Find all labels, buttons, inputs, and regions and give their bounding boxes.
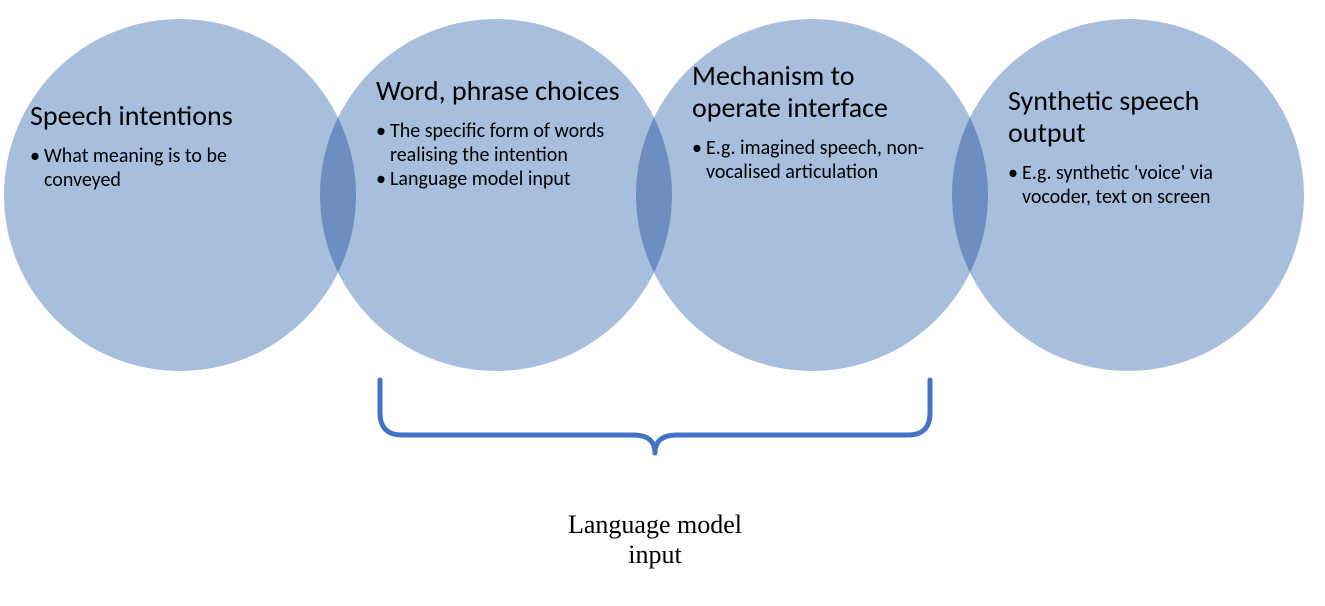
bullet: Language model input: [376, 167, 626, 191]
bullet: E.g. imagined speech, non-vocalised arti…: [692, 136, 927, 184]
caption-line2: input: [628, 540, 681, 569]
content-mechanism-operate-interface: Mechanism to operate interface E.g. imag…: [692, 60, 927, 184]
content-synthetic-speech-output: Synthetic speech output E.g. synthetic '…: [1008, 85, 1263, 209]
bracket-caption: Language model input: [530, 510, 780, 570]
title-speech-intentions: Speech intentions: [30, 100, 290, 132]
diagram-canvas: Speech intentions What meaning is to be …: [0, 0, 1325, 606]
content-speech-intentions: Speech intentions What meaning is to be …: [30, 100, 290, 192]
circle-word-phrase-choices: [320, 19, 672, 371]
bullet: E.g. synthetic 'voice' via vocoder, text…: [1008, 161, 1263, 209]
content-word-phrase-choices: Word, phrase choices The specific form o…: [376, 75, 626, 191]
grouping-bracket: [340, 360, 970, 530]
title-word-phrase-choices: Word, phrase choices: [376, 75, 626, 107]
title-synthetic-speech-output: Synthetic speech output: [1008, 85, 1263, 149]
title-mechanism-operate-interface: Mechanism to operate interface: [692, 60, 927, 124]
circle-speech-intentions: [4, 19, 356, 371]
bullet: The specific form of words realising the…: [376, 119, 626, 167]
caption-line1: Language model: [568, 510, 742, 539]
bullet: What meaning is to be conveyed: [30, 144, 290, 192]
